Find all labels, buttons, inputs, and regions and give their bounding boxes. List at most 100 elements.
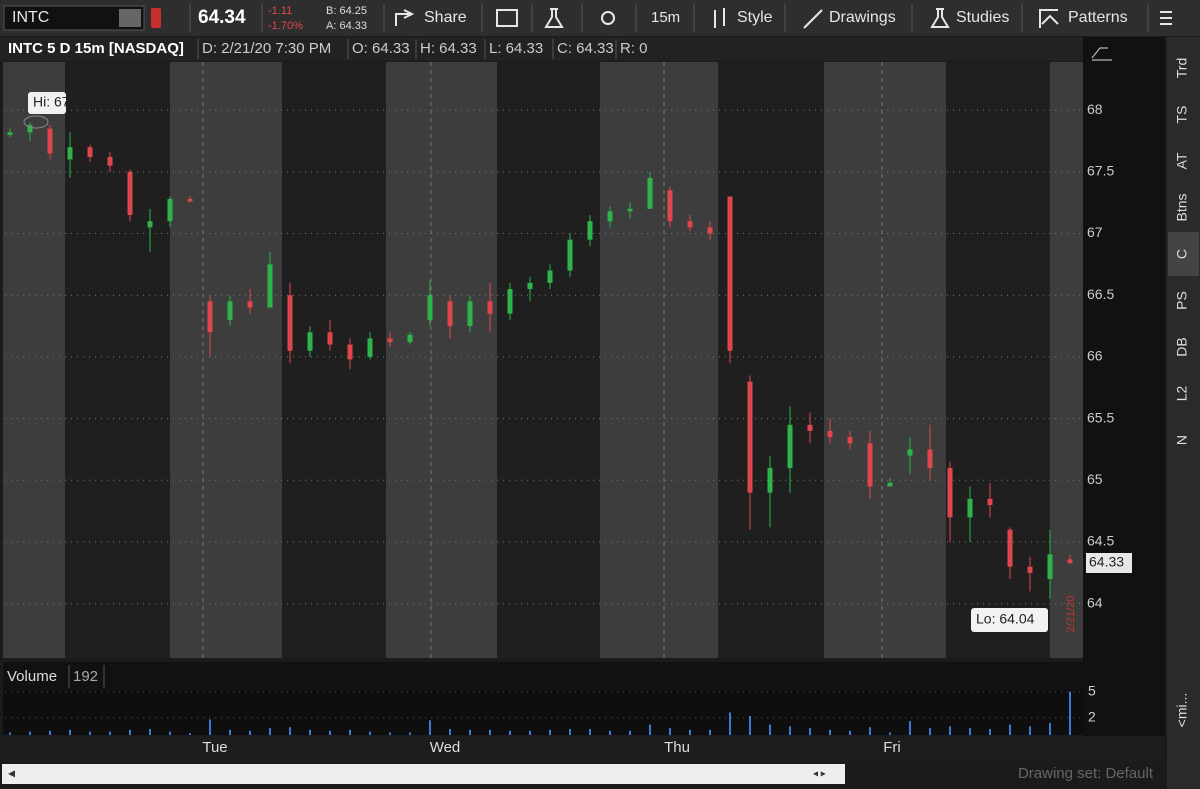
y-tick-label: 65.5 xyxy=(1087,409,1114,425)
candle-body xyxy=(87,147,93,158)
side-tab[interactable]: N xyxy=(1174,435,1190,445)
symbol-dropdown[interactable] xyxy=(119,9,141,27)
toolbar xyxy=(0,0,1200,36)
volume-bar xyxy=(869,727,871,735)
candle-body xyxy=(287,295,293,351)
volume-bar xyxy=(409,732,411,735)
candle-body xyxy=(847,437,853,444)
volume-bar xyxy=(1049,722,1051,735)
side-tab[interactable]: <mi... xyxy=(1174,693,1190,728)
candle-body xyxy=(887,482,893,487)
candle-body xyxy=(407,334,413,343)
toolbar-symbol[interactable]: INTC xyxy=(12,9,49,26)
toolbar-change[interactable]: -1.11 xyxy=(268,5,292,17)
candle-body xyxy=(927,449,933,468)
volume-bar xyxy=(149,728,151,735)
candle-body xyxy=(487,301,493,314)
y-tick-label: 68 xyxy=(1087,101,1103,117)
side-tab-active xyxy=(1168,232,1199,276)
toolbar-drawings[interactable]: Drawings xyxy=(829,9,896,26)
toolbar-patterns[interactable]: Patterns xyxy=(1068,9,1128,26)
volume-bar xyxy=(669,728,671,735)
y-tick-label: 67.5 xyxy=(1087,163,1114,179)
volume-bar xyxy=(649,724,651,735)
session-band xyxy=(1050,62,1083,658)
volume-bar xyxy=(969,728,971,735)
volume-bar xyxy=(209,719,211,735)
candle-body xyxy=(827,430,833,438)
session-band xyxy=(824,62,946,658)
volume-bar xyxy=(29,731,31,735)
side-tab[interactable]: Btns xyxy=(1174,193,1190,221)
volume-bar xyxy=(109,731,111,735)
volume-bar xyxy=(89,731,91,735)
side-tab[interactable]: PS xyxy=(1174,291,1190,310)
toolbar-bid[interactable]: B: 64.25 xyxy=(326,5,367,17)
candle-body xyxy=(787,424,793,468)
candle-body xyxy=(227,301,233,320)
volume-bar xyxy=(789,726,791,735)
candle-body xyxy=(447,301,453,327)
side-tab[interactable]: AT xyxy=(1174,152,1190,169)
volume-bar xyxy=(1069,691,1071,735)
side-tab[interactable]: L2 xyxy=(1174,386,1190,402)
session-band xyxy=(170,62,282,658)
volume-bar xyxy=(429,720,431,735)
volume-header xyxy=(3,662,1083,690)
candle-body xyxy=(667,190,673,222)
toolbar-last[interactable]: 64.34 xyxy=(198,7,246,28)
y-tick-label: 64.5 xyxy=(1087,533,1114,549)
candle-body xyxy=(947,467,953,518)
side-tab[interactable]: TS xyxy=(1174,106,1190,124)
candle-body xyxy=(707,227,713,234)
scroll-arrows[interactable]: ◂ ▸ xyxy=(813,769,826,780)
chart-info: H: 64.33 xyxy=(420,40,477,57)
volume-bar xyxy=(489,729,491,735)
candle-body xyxy=(307,332,313,351)
candle-body xyxy=(567,239,573,271)
candle-body xyxy=(607,211,613,222)
side-tab[interactable]: Trd xyxy=(1174,58,1190,78)
side-tab[interactable]: C xyxy=(1174,249,1190,259)
chart-info: L: 64.33 xyxy=(489,40,543,57)
low-label: Lo: 64.04 xyxy=(976,611,1035,627)
toolbar-interval[interactable]: 15m xyxy=(651,9,680,26)
volume-bar xyxy=(689,729,691,735)
volume-bar xyxy=(69,729,71,735)
candle-body xyxy=(747,381,753,493)
volume-bar xyxy=(929,728,931,735)
toolbar-change_pct[interactable]: -1.70% xyxy=(268,20,303,32)
last-price-label: 64.33 xyxy=(1089,554,1124,570)
day-label: Wed xyxy=(430,739,461,756)
date-axis xyxy=(0,736,1165,762)
drawing-set[interactable]: Drawing set: Default xyxy=(1018,765,1154,782)
day-label: Fri xyxy=(883,739,901,756)
volume-bar xyxy=(189,733,191,735)
volume-tick-label: 2 xyxy=(1088,708,1096,724)
toolbar-share[interactable]: Share xyxy=(424,9,467,26)
volume-bar xyxy=(469,729,471,735)
volume-bar xyxy=(449,728,451,735)
scroll-left[interactable]: ◂ xyxy=(8,765,15,781)
scrollbar[interactable] xyxy=(2,764,845,784)
volume-bar xyxy=(329,730,331,735)
session-band xyxy=(3,62,65,658)
volume-pane xyxy=(3,690,1083,735)
high-label: Hi: 67.9 xyxy=(33,94,81,110)
volume-bar xyxy=(709,729,711,735)
toolbar-ask[interactable]: A: 64.33 xyxy=(326,20,367,32)
side-tab[interactable]: DB xyxy=(1174,337,1190,356)
volume-bar xyxy=(509,730,511,735)
candle-body xyxy=(587,221,593,240)
volume-bar xyxy=(1009,724,1011,735)
candle-body xyxy=(1007,529,1013,567)
volume-title: Volume xyxy=(7,668,57,685)
candle-body xyxy=(687,221,693,228)
candle-body xyxy=(527,282,533,290)
y-tick-label: 64 xyxy=(1087,594,1103,610)
volume-bar xyxy=(249,730,251,735)
volume-bar xyxy=(9,732,11,735)
toolbar-studies[interactable]: Studies xyxy=(956,9,1009,26)
toolbar-style[interactable]: Style xyxy=(737,9,773,26)
candle-body xyxy=(987,498,993,505)
